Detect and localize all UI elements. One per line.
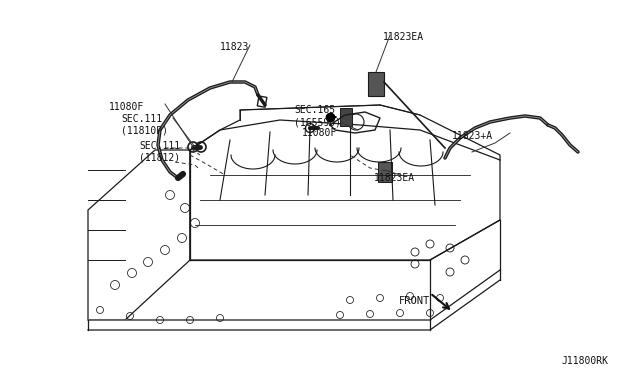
Text: 11080F: 11080F	[109, 102, 144, 112]
Text: 11823EA: 11823EA	[374, 173, 415, 183]
Text: 11823EA: 11823EA	[383, 32, 424, 42]
Text: (165590): (165590)	[294, 117, 341, 127]
Text: J11800RK: J11800RK	[561, 356, 608, 366]
Text: 11823: 11823	[220, 42, 250, 52]
Polygon shape	[88, 270, 500, 330]
Bar	[368, 72, 384, 96]
Text: SEC.111: SEC.111	[139, 141, 180, 151]
Bar	[378, 162, 392, 182]
Text: SEC.165: SEC.165	[294, 105, 335, 115]
Text: 11080F: 11080F	[302, 128, 337, 138]
Text: (11810P): (11810P)	[121, 125, 168, 135]
Text: FRONT: FRONT	[399, 296, 430, 306]
Text: (11812): (11812)	[139, 152, 180, 162]
Text: 11823+A: 11823+A	[452, 131, 493, 141]
Text: SEC.111: SEC.111	[121, 114, 162, 124]
Bar	[340, 108, 352, 126]
Bar	[257, 96, 267, 107]
